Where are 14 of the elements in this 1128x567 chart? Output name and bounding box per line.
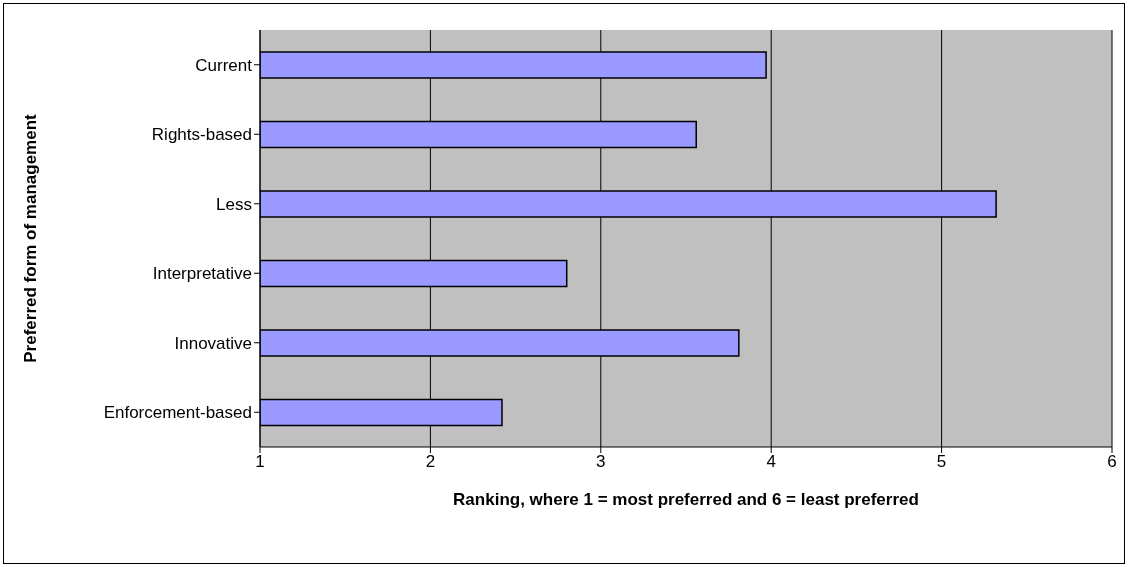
x-tick-label: 4 — [766, 452, 776, 472]
x-tick-label: 1 — [255, 452, 265, 472]
y-tick-label: Rights-based — [151, 125, 252, 145]
y-axis-title: Preferred form of management — [21, 113, 41, 363]
x-tick-label: 5 — [936, 452, 947, 472]
y-tick-label: Enforcement-based — [103, 403, 252, 423]
y-tick-label: Innovative — [174, 333, 252, 353]
y-tick-label: Less — [216, 194, 252, 214]
y-tick-label: Current — [195, 55, 253, 75]
x-tick-label: 3 — [596, 452, 606, 472]
x-tick-label: 6 — [1107, 452, 1117, 472]
x-axis-title: Ranking, where 1 = most preferred and 6 = least preferred — [453, 490, 919, 509]
x-tick-label: 2 — [425, 452, 436, 472]
y-tick-label: Interpretative — [152, 264, 252, 284]
